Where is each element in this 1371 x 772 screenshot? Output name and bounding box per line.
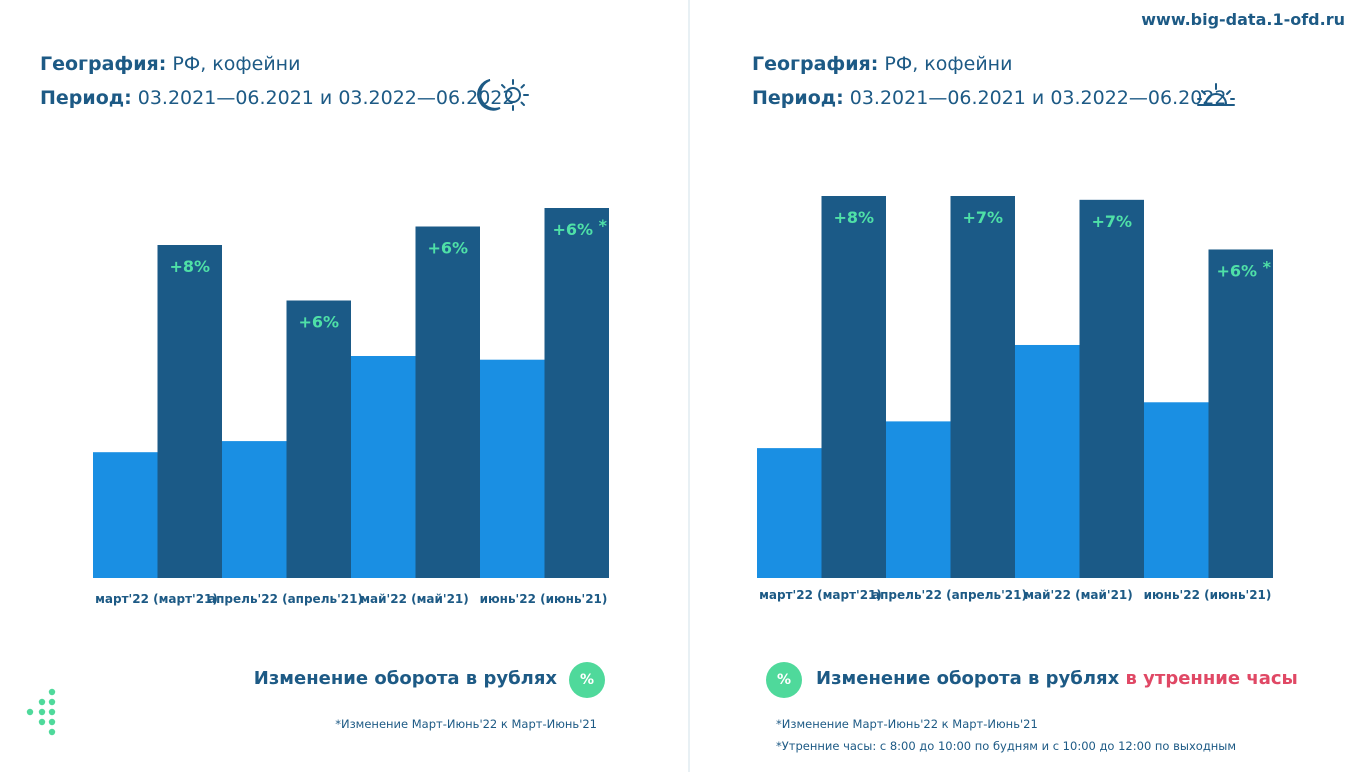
period-line-left: Период: 03.2021—06.2021 и 03.2022—06.202… xyxy=(40,81,514,115)
footnote-marker: * xyxy=(599,216,608,235)
bar-2022 xyxy=(886,421,951,578)
category-label: июнь'22 (июнь'21) xyxy=(480,592,608,606)
category-label: апрель'22 (апрель'21) xyxy=(872,588,1027,602)
data-label: +6% xyxy=(298,313,339,332)
legend-right: Изменение оборота в рублях в утренние ча… xyxy=(816,668,1298,689)
geography-label: География: xyxy=(752,53,879,75)
legend-left: Изменение оборота в рублях xyxy=(254,668,557,689)
bar-2021 xyxy=(415,226,480,578)
bar-2021 xyxy=(1208,249,1273,579)
bar-2021 xyxy=(544,208,609,578)
geography-line-left: География: РФ, кофейни xyxy=(40,47,300,81)
data-label: +8% xyxy=(833,208,874,227)
bar-2021 xyxy=(821,196,886,578)
period-label: Период: xyxy=(752,87,844,109)
sunrise-icon xyxy=(1197,83,1235,106)
bar-2022 xyxy=(93,452,158,578)
data-label: +8% xyxy=(169,257,210,276)
bar-2022 xyxy=(1144,402,1209,578)
percent-badge-right: % xyxy=(766,662,802,698)
bar-2021 xyxy=(1079,199,1144,578)
data-label: +6% xyxy=(427,239,468,258)
bar-2022 xyxy=(351,356,416,578)
geography-value: РФ, кофейни xyxy=(172,53,301,75)
bar-2022 xyxy=(757,448,822,578)
period-value: 03.2021—06.2021 и 03.2022—06.2022 xyxy=(137,87,515,109)
category-label: июнь'22 (июнь'21) xyxy=(1144,588,1272,602)
category-label: март'22 (март'21) xyxy=(95,592,218,606)
bar-2022 xyxy=(1015,344,1080,578)
category-label: май'22 (май'21) xyxy=(1024,588,1133,602)
legend-text: Изменение оборота в рублях xyxy=(816,668,1120,689)
bar-2021 xyxy=(950,196,1015,578)
category-label: март'22 (март'21) xyxy=(759,588,882,602)
legend-text: Изменение оборота в рублях xyxy=(253,668,557,689)
legend-highlight: в утренние часы xyxy=(1125,668,1298,689)
panel-divider xyxy=(688,0,690,772)
data-label: +7% xyxy=(1091,212,1132,231)
footnote-left: *Изменение Март-Июнь'22 к Март-Июнь'21 xyxy=(335,717,597,731)
data-label: +7% xyxy=(962,208,1003,227)
footnote-right-1: *Изменение Март-Июнь'22 к Март-Июнь'21 xyxy=(776,717,1038,731)
bar-2021 xyxy=(157,245,222,578)
brand-logo xyxy=(26,688,56,736)
percent-badge-left: % xyxy=(569,662,605,698)
footnote-right-2: *Утренние часы: с 8:00 до 10:00 по будня… xyxy=(776,739,1237,753)
footnote-marker: * xyxy=(1263,257,1272,276)
bar-2022 xyxy=(480,359,545,578)
geography-line-right: География: РФ, кофейни xyxy=(752,47,1012,81)
period-label: Период: xyxy=(40,87,132,109)
category-label: апрель'22 (апрель'21) xyxy=(208,592,363,606)
site-url[interactable]: www.big-data.1-ofd.ru xyxy=(1141,10,1345,29)
category-label: май'22 (май'21) xyxy=(360,592,469,606)
bar-2021 xyxy=(286,300,351,578)
data-label: +6% xyxy=(552,220,593,239)
bar-2022 xyxy=(222,441,287,578)
data-label: +6% xyxy=(1216,261,1257,280)
period-line-right: Период: 03.2021—06.2021 и 03.2022—06.202… xyxy=(752,81,1226,115)
period-value: 03.2021—06.2021 и 03.2022—06.2022 xyxy=(849,87,1227,109)
geography-label: География: xyxy=(40,53,167,75)
day-night-icon xyxy=(477,79,529,111)
geography-value: РФ, кофейни xyxy=(884,53,1013,75)
